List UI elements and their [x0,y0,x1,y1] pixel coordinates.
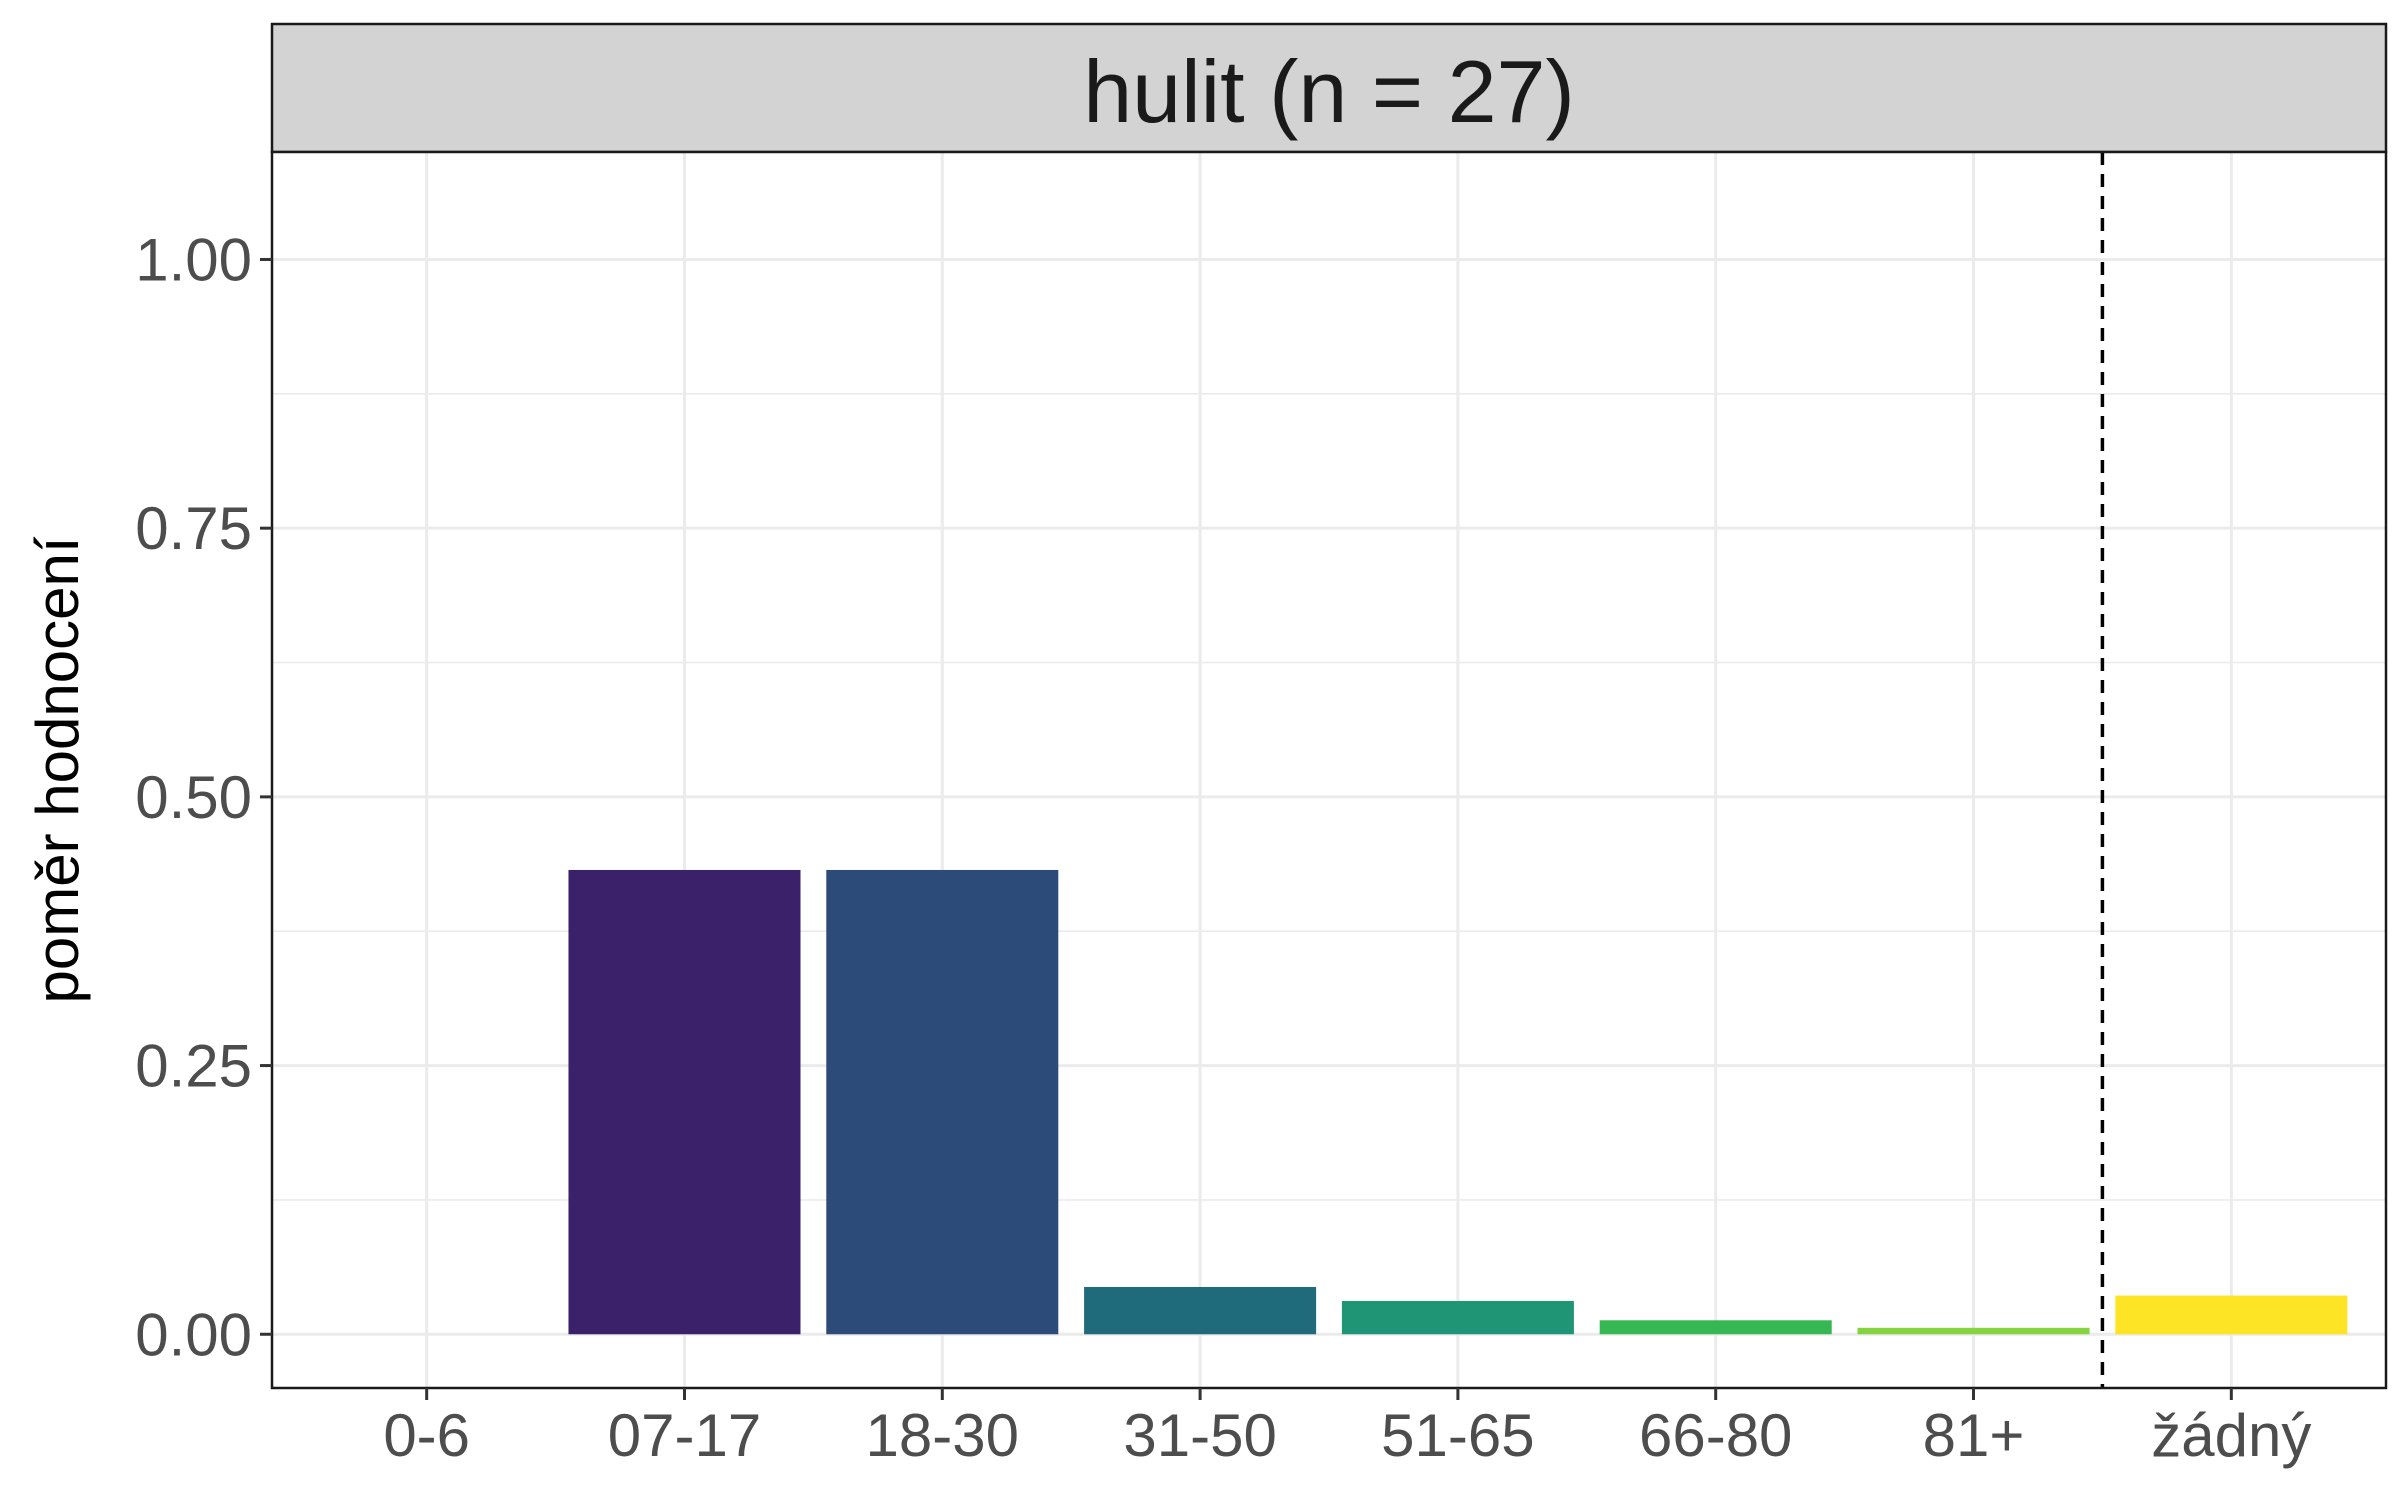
bar-66-80 [1599,1320,1832,1335]
x-tick-label: 51-65 [1381,1402,1534,1469]
x-tick-label: 0-6 [383,1402,470,1469]
x-tick-label: 07-17 [608,1402,761,1469]
facet-strip [270,22,2388,154]
bar-51-65 [1341,1300,1574,1335]
x-tick-label: 18-30 [866,1402,1019,1469]
bar-81+ [1857,1327,2090,1335]
bars [568,869,2348,1335]
x-tick-label: žádný [2151,1402,2311,1469]
y-axis-title: poměr hodnocení [24,536,91,1003]
y-tick-label: 0.25 [135,1033,252,1100]
y-tick-label: 1.00 [135,226,252,293]
x-tick-label: 66-80 [1639,1402,1792,1469]
bar-31-50 [1084,1286,1317,1335]
chart-title: hulit (n = 27) [1083,42,1575,141]
bar-07-17 [568,869,801,1335]
x-tick-label: 31-50 [1123,1402,1276,1469]
bar-18-30 [826,869,1059,1335]
plot-panel-border [270,150,2388,1390]
x-tick-label: 81+ [1923,1402,2025,1469]
bar-žádný [2115,1295,2348,1335]
x-axis: 0-6 07-17 18-30 31-50 51-65 66-80 81+ žádný [383,1388,2311,1469]
y-tick-label: 0.50 [135,764,252,831]
y-tick-label: 0.75 [135,495,252,562]
y-axis: 0.00 0.25 0.50 0.75 1.00 [135,226,272,1368]
y-tick-label: 0.00 [135,1301,252,1368]
